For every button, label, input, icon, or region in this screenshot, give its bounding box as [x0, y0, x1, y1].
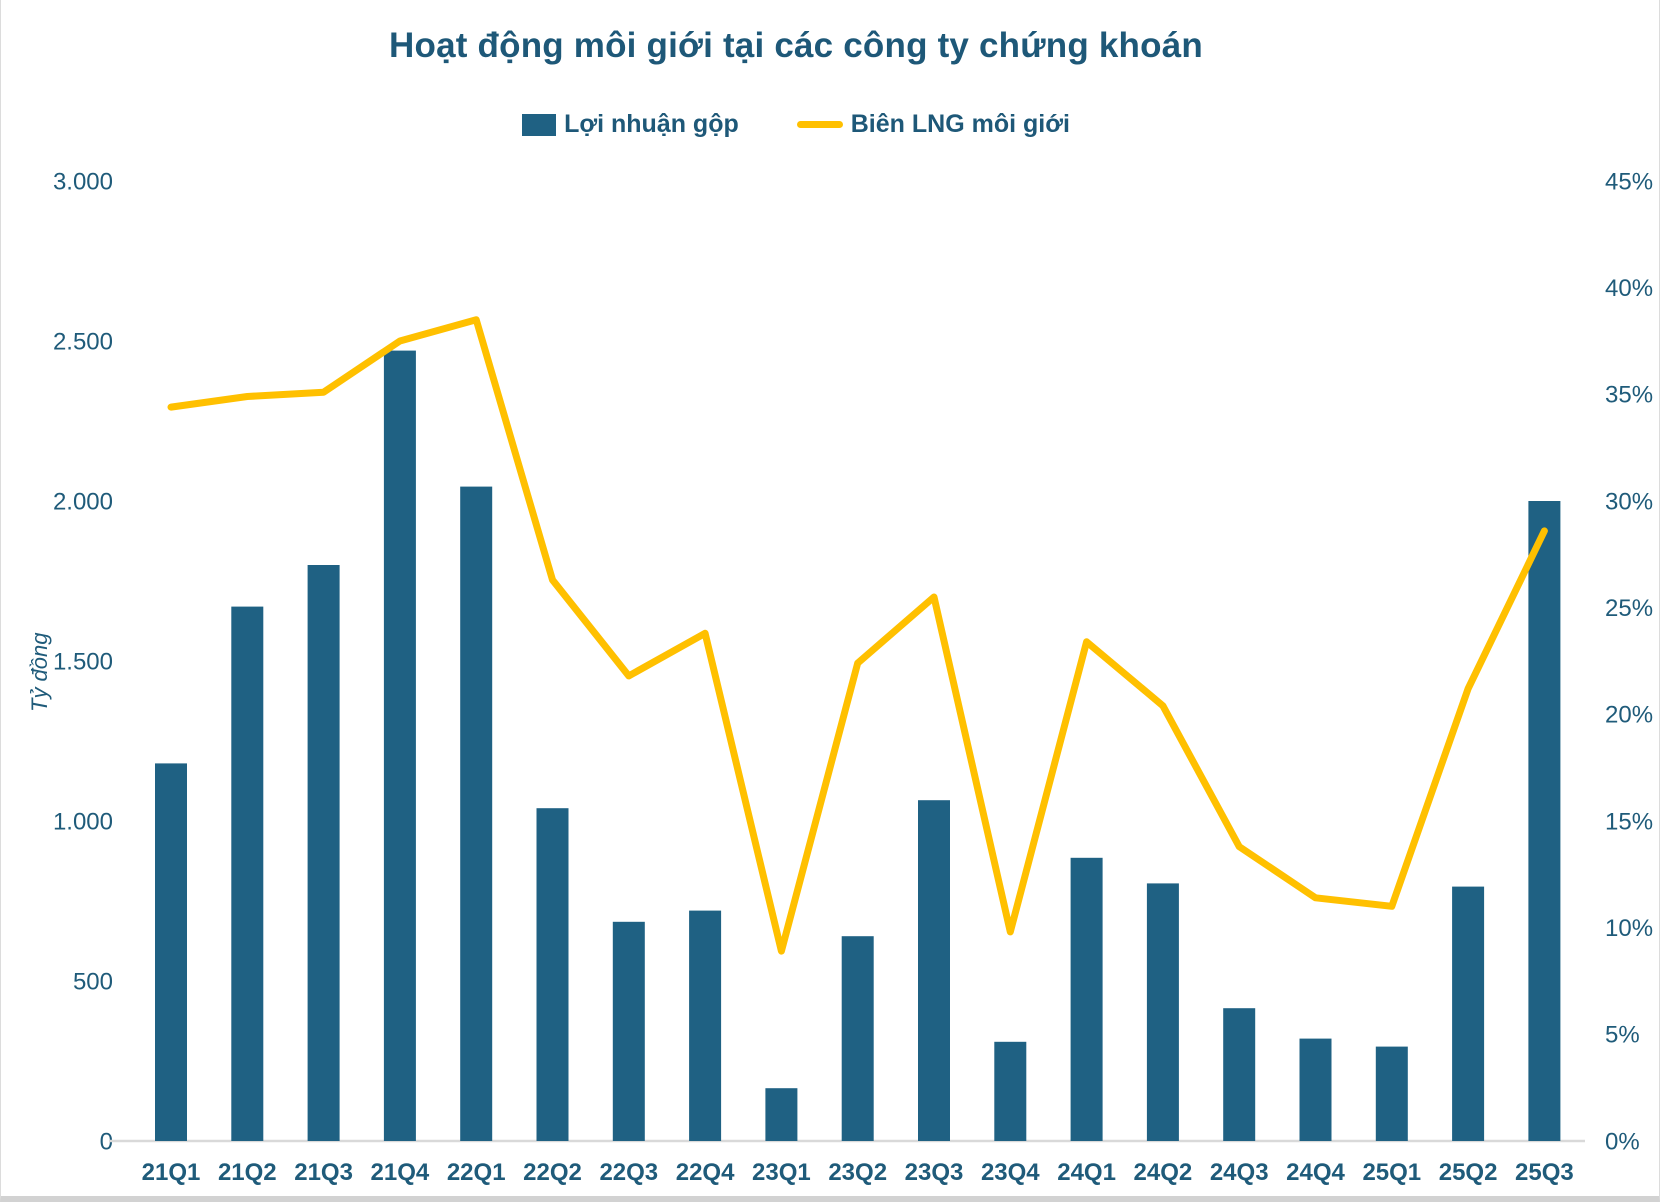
bar-22Q2: [536, 808, 569, 1141]
left-axis-tick-label: 2.000: [53, 488, 113, 515]
left-axis-tick-label: 3.000: [53, 168, 113, 195]
x-axis-label-25Q2: 25Q2: [1439, 1159, 1498, 1186]
left-axis-tick-label: 2.500: [53, 328, 113, 355]
x-axis-label-21Q1: 21Q1: [142, 1159, 201, 1186]
legend-label-line-series: Biên LNG môi giới: [850, 110, 1070, 138]
bar-24Q4: [1299, 1038, 1332, 1141]
bar-23Q4: [994, 1041, 1027, 1141]
x-axis-label-23Q4: 23Q4: [981, 1159, 1040, 1186]
bar-25Q2: [1452, 886, 1485, 1141]
legend-item-line-series: Biên LNG môi giới: [796, 110, 1070, 139]
right-axis-tick-label: 5%: [1605, 1022, 1640, 1049]
bar-25Q1: [1375, 1046, 1408, 1141]
x-axis-label-21Q3: 21Q3: [294, 1159, 353, 1186]
bar-21Q4: [383, 350, 416, 1142]
x-axis-label-23Q1: 23Q1: [752, 1159, 811, 1186]
right-axis-tick-label: 15%: [1605, 808, 1653, 835]
x-axis-label-24Q3: 24Q3: [1210, 1159, 1269, 1186]
x-axis-label-24Q2: 24Q2: [1134, 1159, 1193, 1186]
x-axis-label-23Q3: 23Q3: [905, 1159, 964, 1186]
x-axis-label-22Q4: 22Q4: [676, 1159, 735, 1186]
x-axis-label-24Q4: 24Q4: [1286, 1159, 1345, 1186]
bar-21Q3: [307, 565, 340, 1141]
left-axis-tick-label: 500: [73, 968, 113, 995]
x-axis-label-25Q3: 25Q3: [1515, 1159, 1574, 1186]
left-axis-title: Tỷ đồng: [27, 632, 52, 712]
bar-21Q1: [155, 763, 187, 1141]
bar-25Q3: [1528, 501, 1561, 1141]
x-axis-label-24Q1: 24Q1: [1057, 1159, 1116, 1186]
bar-23Q1: [765, 1088, 798, 1141]
chart-title: Hoạt động môi giới tại các công ty chứng…: [389, 26, 1203, 65]
x-axis-label-25Q1: 25Q1: [1362, 1159, 1421, 1186]
x-axis-label-23Q2: 23Q2: [828, 1159, 887, 1186]
right-axis-tick-label: 0%: [1605, 1128, 1640, 1155]
right-axis-tick-label: 25%: [1605, 595, 1653, 622]
x-axis-label-21Q4: 21Q4: [371, 1159, 430, 1186]
right-axis-tick-label: 10%: [1605, 915, 1653, 942]
legend: Lợi nhuận gộp Biên LNG môi giới: [1, 110, 1591, 139]
bar-22Q1: [460, 486, 493, 1142]
legend-label-bar-series: Lợi nhuận gộp: [564, 110, 739, 138]
bar-24Q2: [1146, 883, 1179, 1141]
x-axis-label-22Q1: 22Q1: [447, 1159, 506, 1186]
margin-line-series: [167, 316, 1548, 955]
x-axis-label-22Q3: 22Q3: [599, 1159, 658, 1186]
x-axis-label-21Q2: 21Q2: [218, 1159, 277, 1186]
bar-22Q4: [689, 910, 722, 1141]
bar-22Q3: [612, 921, 645, 1141]
right-axis-tick-label: 45%: [1605, 168, 1653, 195]
bar-24Q3: [1223, 1008, 1256, 1141]
legend-item-bar-series: Lợi nhuận gộp: [522, 110, 739, 139]
left-axis-tick-label: 1.000: [53, 808, 113, 835]
bar-23Q3: [918, 800, 950, 1141]
right-axis-tick-label: 35%: [1605, 382, 1653, 409]
right-axis-tick-label: 40%: [1605, 275, 1653, 302]
right-axis-tick-label: 20%: [1605, 702, 1653, 729]
line-series-swatch-icon: [796, 121, 843, 128]
bar-series-swatch-icon: [522, 113, 557, 136]
right-axis-tick-label: 30%: [1605, 488, 1653, 515]
left-axis-tick-label: 1.500: [53, 648, 113, 675]
bar-24Q1: [1070, 857, 1103, 1141]
x-axis-label-22Q2: 22Q2: [523, 1159, 582, 1186]
bar-23Q2: [841, 936, 874, 1141]
bar-21Q2: [231, 606, 264, 1141]
left-axis-tick-label: 0: [100, 1128, 113, 1155]
